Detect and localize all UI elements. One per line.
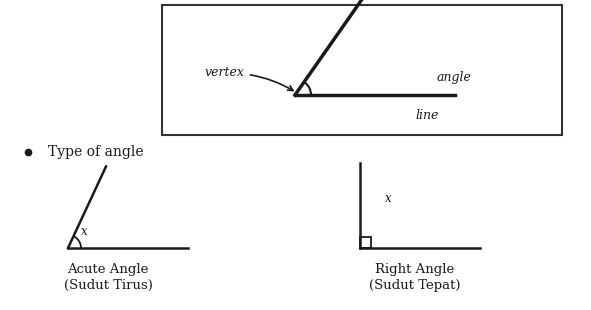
Text: Right Angle: Right Angle (375, 263, 454, 276)
Text: Acute Angle: Acute Angle (67, 263, 149, 276)
Text: (Sudut Tirus): (Sudut Tirus) (64, 279, 152, 292)
Bar (360, 237, 371, 248)
Bar (162, 5, 562, 135)
Text: vertex: vertex (205, 67, 293, 91)
Text: Type of angle: Type of angle (48, 145, 144, 159)
Text: (Sudut Tepat): (Sudut Tepat) (369, 279, 461, 292)
Text: x: x (385, 192, 391, 205)
Text: x: x (81, 225, 87, 238)
Text: angle: angle (437, 70, 472, 83)
Text: line: line (415, 109, 439, 122)
